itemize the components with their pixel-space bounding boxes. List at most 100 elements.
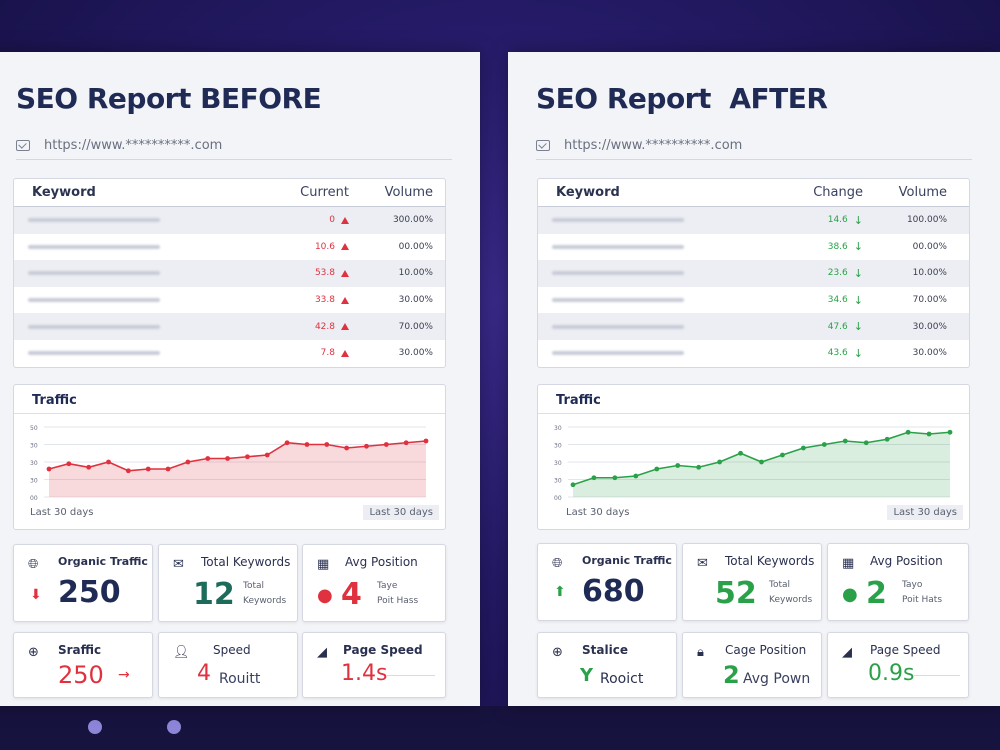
table-row[interactable]: 7.8 30.00% (14, 340, 445, 367)
header-keyword: Keyword (32, 185, 96, 200)
table-row[interactable]: 23.6 ↓ 10.00% (538, 260, 969, 287)
keyword-table: Keyword Change Volume 14.6 ↓ 100.00% 38.6 ↓… (537, 178, 970, 368)
card-value: 4 (197, 661, 211, 686)
blurred-keyword (28, 298, 160, 303)
header-current: Current (300, 185, 349, 200)
card-label: Cage Position (725, 643, 807, 657)
speed-icon: ◢ (317, 645, 327, 660)
mail-icon (536, 140, 550, 151)
data-point (106, 459, 111, 465)
data-point (696, 464, 702, 470)
avg-position-card[interactable]: ▦ Avg Position ● 2 Tayo Poit Hats (827, 543, 969, 621)
data-point (86, 464, 92, 470)
card-sub-1: Total (769, 580, 791, 590)
bottom-bar (0, 706, 1000, 750)
y-tick-label: 00 (30, 495, 38, 502)
card-sub-2: Keywords (769, 595, 813, 605)
card-unit: Rouitt (219, 671, 261, 687)
card-label: Organic Traffic (582, 554, 672, 567)
stats-card[interactable]: ⊕ Stalice Y Rooict (537, 632, 677, 698)
data-point (344, 445, 350, 451)
card-sub-1: Total (243, 581, 265, 591)
data-point (324, 442, 330, 447)
nav-dot-1[interactable] (88, 720, 102, 734)
card-sub-2: Keywords (243, 596, 287, 606)
speed-icon: ◢ (842, 645, 852, 660)
current-value: 33.8 (314, 295, 335, 306)
speed-card[interactable]: 👤︎ Speed 4 Rouitt (158, 632, 298, 698)
volume-value: 00.00% (398, 241, 433, 252)
y-tick-label: 30 (554, 478, 562, 485)
table-row[interactable]: 34.6 ↓ 70.00% (538, 287, 969, 314)
current-value: 42.8 (314, 321, 335, 332)
blurred-keyword (552, 351, 684, 356)
data-point (884, 436, 890, 442)
blurred-keyword (552, 271, 684, 276)
card-label: Page Speed (870, 643, 941, 657)
avg-position-card[interactable]: ▦ Avg Position ● 4 Taye Poit Hass (302, 544, 446, 622)
total-keywords-card[interactable]: ✉ Total Keywords 52 Total Keywords (682, 543, 822, 621)
data-point (905, 429, 911, 435)
range-label-right[interactable]: Last 30 days (363, 505, 439, 520)
down-arrow-icon: ↓ (853, 213, 863, 227)
table-row[interactable]: 47.6 ↓ 30.00% (538, 313, 969, 340)
table-row[interactable]: 53.8 10.00% (14, 260, 445, 287)
card-value: 0.9s (868, 661, 915, 686)
total-keywords-card[interactable]: ✉ Total Keywords 12 Total Keywords (158, 544, 298, 622)
position-card[interactable]: 🔒︎ Cage Position 2 Avg Pown (682, 632, 822, 698)
traffic-chart-card: Traffic 50 30 30 30 00 Last 30 days Last 30 … (13, 384, 446, 530)
organic-traffic-card[interactable]: 🌐︎ Organic Traffic ⬇︎ 250 (13, 544, 153, 622)
header-volume: Volume (898, 185, 947, 200)
mail-icon (16, 140, 30, 151)
table-row[interactable]: 38.6 ↓ 00.00% (538, 234, 969, 261)
data-point (423, 438, 429, 444)
change-value: 14.6 (827, 215, 848, 226)
volume-value: 10.00% (912, 268, 947, 279)
organic-traffic-card[interactable]: 🌐︎ Organic Traffic ⬆︎ 680 (537, 543, 677, 621)
table-row[interactable]: 14.6 ↓ 100.00% (538, 207, 969, 234)
table-row[interactable]: 42.8 70.00% (14, 313, 445, 340)
volume-value: 70.00% (398, 321, 433, 332)
table-row[interactable]: 43.6 ↓ 30.00% (538, 340, 969, 367)
page-speed-card[interactable]: ◢ Page Speed 1.4s (302, 632, 446, 698)
range-label-right[interactable]: Last 30 days (887, 505, 963, 520)
chart-icon: ▦ (317, 557, 330, 572)
blurred-keyword (28, 218, 160, 223)
globe-icon: 🌐︎ (552, 556, 563, 571)
table-header: Keyword Current Volume (14, 179, 445, 207)
up-arrow-icon (341, 243, 349, 251)
blurred-keyword (552, 324, 684, 329)
table-header: Keyword Change Volume (538, 179, 969, 207)
card-unit: Avg Pown (743, 671, 811, 687)
page-speed-card[interactable]: ◢ Page Speed 0.9s (827, 632, 969, 698)
card-value: 2 (723, 661, 740, 689)
range-label-left: Last 30 days (566, 507, 630, 518)
nav-dot-2[interactable] (167, 720, 181, 734)
down-arrow-icon: ↓ (853, 320, 863, 334)
mail-icon: ✉ (697, 556, 708, 571)
blurred-keyword (552, 218, 684, 223)
data-point (570, 482, 576, 488)
down-arrow-icon: ↓ (853, 346, 863, 360)
right-arrow-icon: → (118, 667, 130, 683)
card-sub-2: Poit Hass (377, 596, 419, 606)
volume-value: 10.00% (398, 268, 433, 279)
header-volume: Volume (384, 185, 433, 200)
table-row[interactable]: 10.6 00.00% (14, 234, 445, 261)
keyword-table: Keyword Current Volume 0 300.00% 10.6 00.0… (13, 178, 446, 368)
table-row[interactable]: 0 300.00% (14, 207, 445, 234)
mail-icon: ✉ (173, 557, 184, 572)
card-unit: Rooict (600, 671, 644, 687)
url-text: https://www.**********.com (44, 138, 223, 153)
y-tick-label: 30 (554, 443, 562, 450)
card-label: Organic Traffic (58, 555, 148, 568)
data-point (675, 463, 681, 468)
current-value: 10.6 (314, 241, 335, 252)
header-keyword: Keyword (556, 185, 620, 200)
traffic-card[interactable]: ⊕ Sraffic 250 → (13, 632, 153, 698)
clock-icon: ⊕ (28, 645, 39, 660)
up-arrow-icon (341, 296, 349, 304)
change-value: 34.6 (827, 295, 848, 306)
up-arrow-icon (341, 216, 349, 224)
table-row[interactable]: 33.8 30.00% (14, 287, 445, 314)
